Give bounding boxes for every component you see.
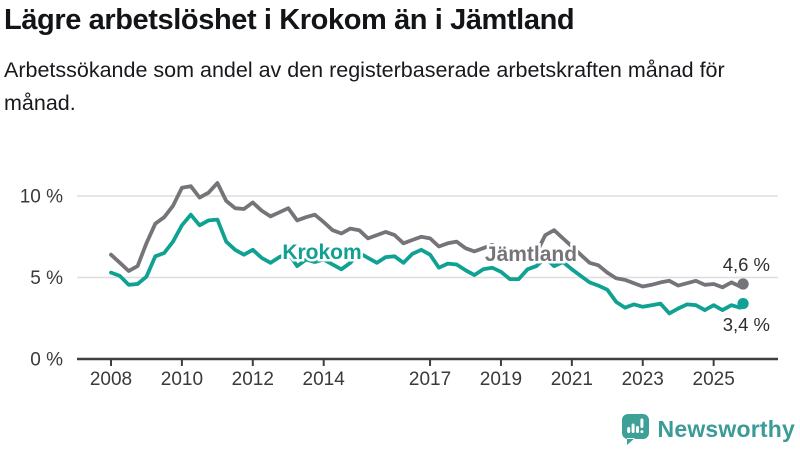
end-value-label-krokom: 3,4 % bbox=[723, 314, 770, 335]
x-tick-label: 2025 bbox=[693, 369, 735, 390]
y-tick-label: 5 % bbox=[30, 268, 63, 289]
series-end-dot-jämtland bbox=[737, 278, 749, 290]
x-tick-label: 2010 bbox=[161, 369, 203, 390]
series-label-krokom: Krokom bbox=[282, 241, 361, 264]
x-tick-label: 2021 bbox=[551, 369, 593, 390]
y-tick-label: 0 % bbox=[30, 350, 63, 371]
series-line-krokom bbox=[109, 212, 745, 316]
series-end-dot-krokom bbox=[737, 297, 749, 310]
x-tick-label: 2019 bbox=[480, 369, 522, 390]
series-label-jämtland: Jämtland bbox=[485, 243, 577, 266]
line-chart: 0 % 5 % 10 % 2008 2010 2012 2014 2017 2019 2021 20… bbox=[0, 130, 800, 410]
x-tick-label: 2012 bbox=[232, 369, 274, 390]
chart-subtitle: Arbetssökande som andel av den registerb… bbox=[4, 58, 725, 115]
x-tick-label: 2017 bbox=[409, 369, 451, 390]
series-line-jämtland bbox=[109, 181, 745, 290]
end-value-label-jämtland: 4,6 % bbox=[723, 254, 770, 275]
newsworthy-logo[interactable]: Newsworthy bbox=[620, 412, 795, 446]
chart-svg: 0 % 5 % 10 % 2008 2010 2012 2014 2017 2019 2021 20… bbox=[20, 181, 778, 390]
x-tick-label: 2008 bbox=[90, 369, 132, 390]
chart-header: Lägre arbetslöshet i Krokom än i Jämtlan… bbox=[4, 4, 796, 119]
y-tick-label: 10 % bbox=[20, 187, 63, 208]
x-tick-label: 2014 bbox=[303, 369, 346, 390]
newsworthy-bubble-icon bbox=[621, 414, 649, 445]
x-tick-label: 2023 bbox=[622, 369, 664, 390]
page-title: Lägre arbetslöshet i Krokom än i Jämtlan… bbox=[4, 4, 575, 36]
newsworthy-wordmark: Newsworthy bbox=[657, 415, 795, 442]
